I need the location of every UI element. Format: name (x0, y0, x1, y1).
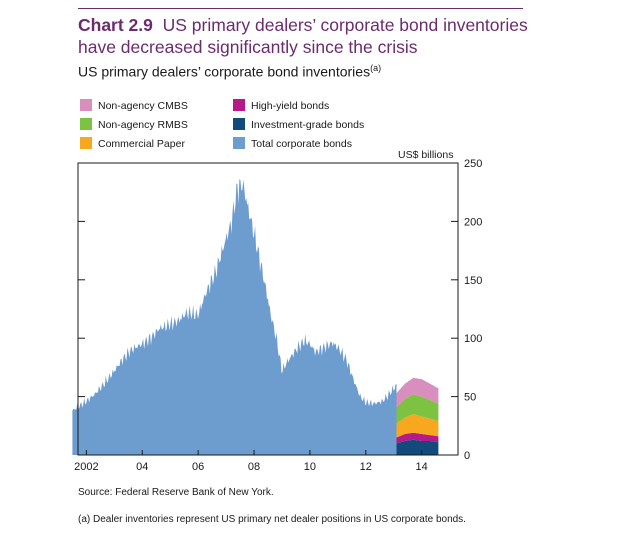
legend-label: Non-agency RMBS (98, 119, 188, 131)
series-investment-grade (396, 439, 439, 455)
legend-item-total: Total corporate bonds (233, 137, 352, 150)
x-tick-label: 10 (304, 461, 316, 473)
series-non-agency-rmbs (396, 394, 439, 424)
legend-label: Total corporate bonds (251, 138, 352, 150)
series-total-corporate-bonds (72, 179, 397, 455)
footnote: (a) Dealer inventories represent US prim… (78, 514, 466, 525)
legend-item-high-yield: High-yield bonds (233, 99, 329, 112)
legend-swatch (233, 118, 245, 130)
x-tick-label: 06 (192, 461, 204, 473)
chart-subtitle: US primary dealers’ corporate bond inven… (78, 63, 381, 80)
x-tick-label: 12 (360, 461, 372, 473)
y-tick-label: 200 (464, 216, 482, 228)
legend-item-non-agency-cmbs: Non-agency CMBS (80, 99, 188, 112)
series-non-agency-cmbs (396, 377, 439, 408)
source-note: Source: Federal Reserve Bank of New York… (78, 487, 274, 498)
y-tick-label: 50 (464, 392, 476, 404)
x-tick-label: 04 (136, 461, 148, 473)
y-tick-label: 250 (464, 158, 482, 170)
legend-swatch (233, 99, 245, 111)
legend-label: Non-agency CMBS (98, 100, 188, 112)
y-tick-label: 150 (464, 275, 482, 287)
title-rule (78, 8, 523, 9)
legend-swatch (80, 99, 92, 111)
legend-swatch (80, 137, 92, 149)
legend-label: High-yield bonds (251, 100, 330, 112)
subtitle-text: US primary dealers’ corporate bond inven… (78, 63, 371, 80)
x-tick-label: 14 (416, 461, 428, 473)
chart-title: Chart 2.9 US primary dealers’ corporate … (78, 14, 548, 58)
legend-label: Investment-grade bonds (251, 119, 365, 131)
y-tick-label: 0 (464, 450, 470, 462)
plot-frame (77, 162, 459, 456)
y-axis-unit: US$ billions (398, 149, 454, 161)
subtitle-footnote-marker: (a) (370, 63, 382, 73)
chart-headline: US primary dealers’ corporate bond inven… (78, 15, 528, 57)
legend-label: Commercial Paper (98, 138, 185, 150)
series-commercial-paper (396, 414, 439, 438)
legend-item-investment-grade: Investment-grade bonds (233, 118, 364, 131)
x-tick-label: 2002 (74, 461, 98, 473)
legend-item-non-agency-rmbs: Non-agency RMBS (80, 118, 188, 131)
y-tick-label: 100 (464, 333, 482, 345)
series-high-yield (396, 432, 439, 444)
chart-number: Chart 2.9 (78, 15, 153, 35)
legend-swatch (80, 118, 92, 130)
legend-swatch (233, 137, 245, 149)
x-tick-label: 08 (248, 461, 260, 473)
legend-item-commercial-paper: Commercial Paper (80, 137, 185, 150)
